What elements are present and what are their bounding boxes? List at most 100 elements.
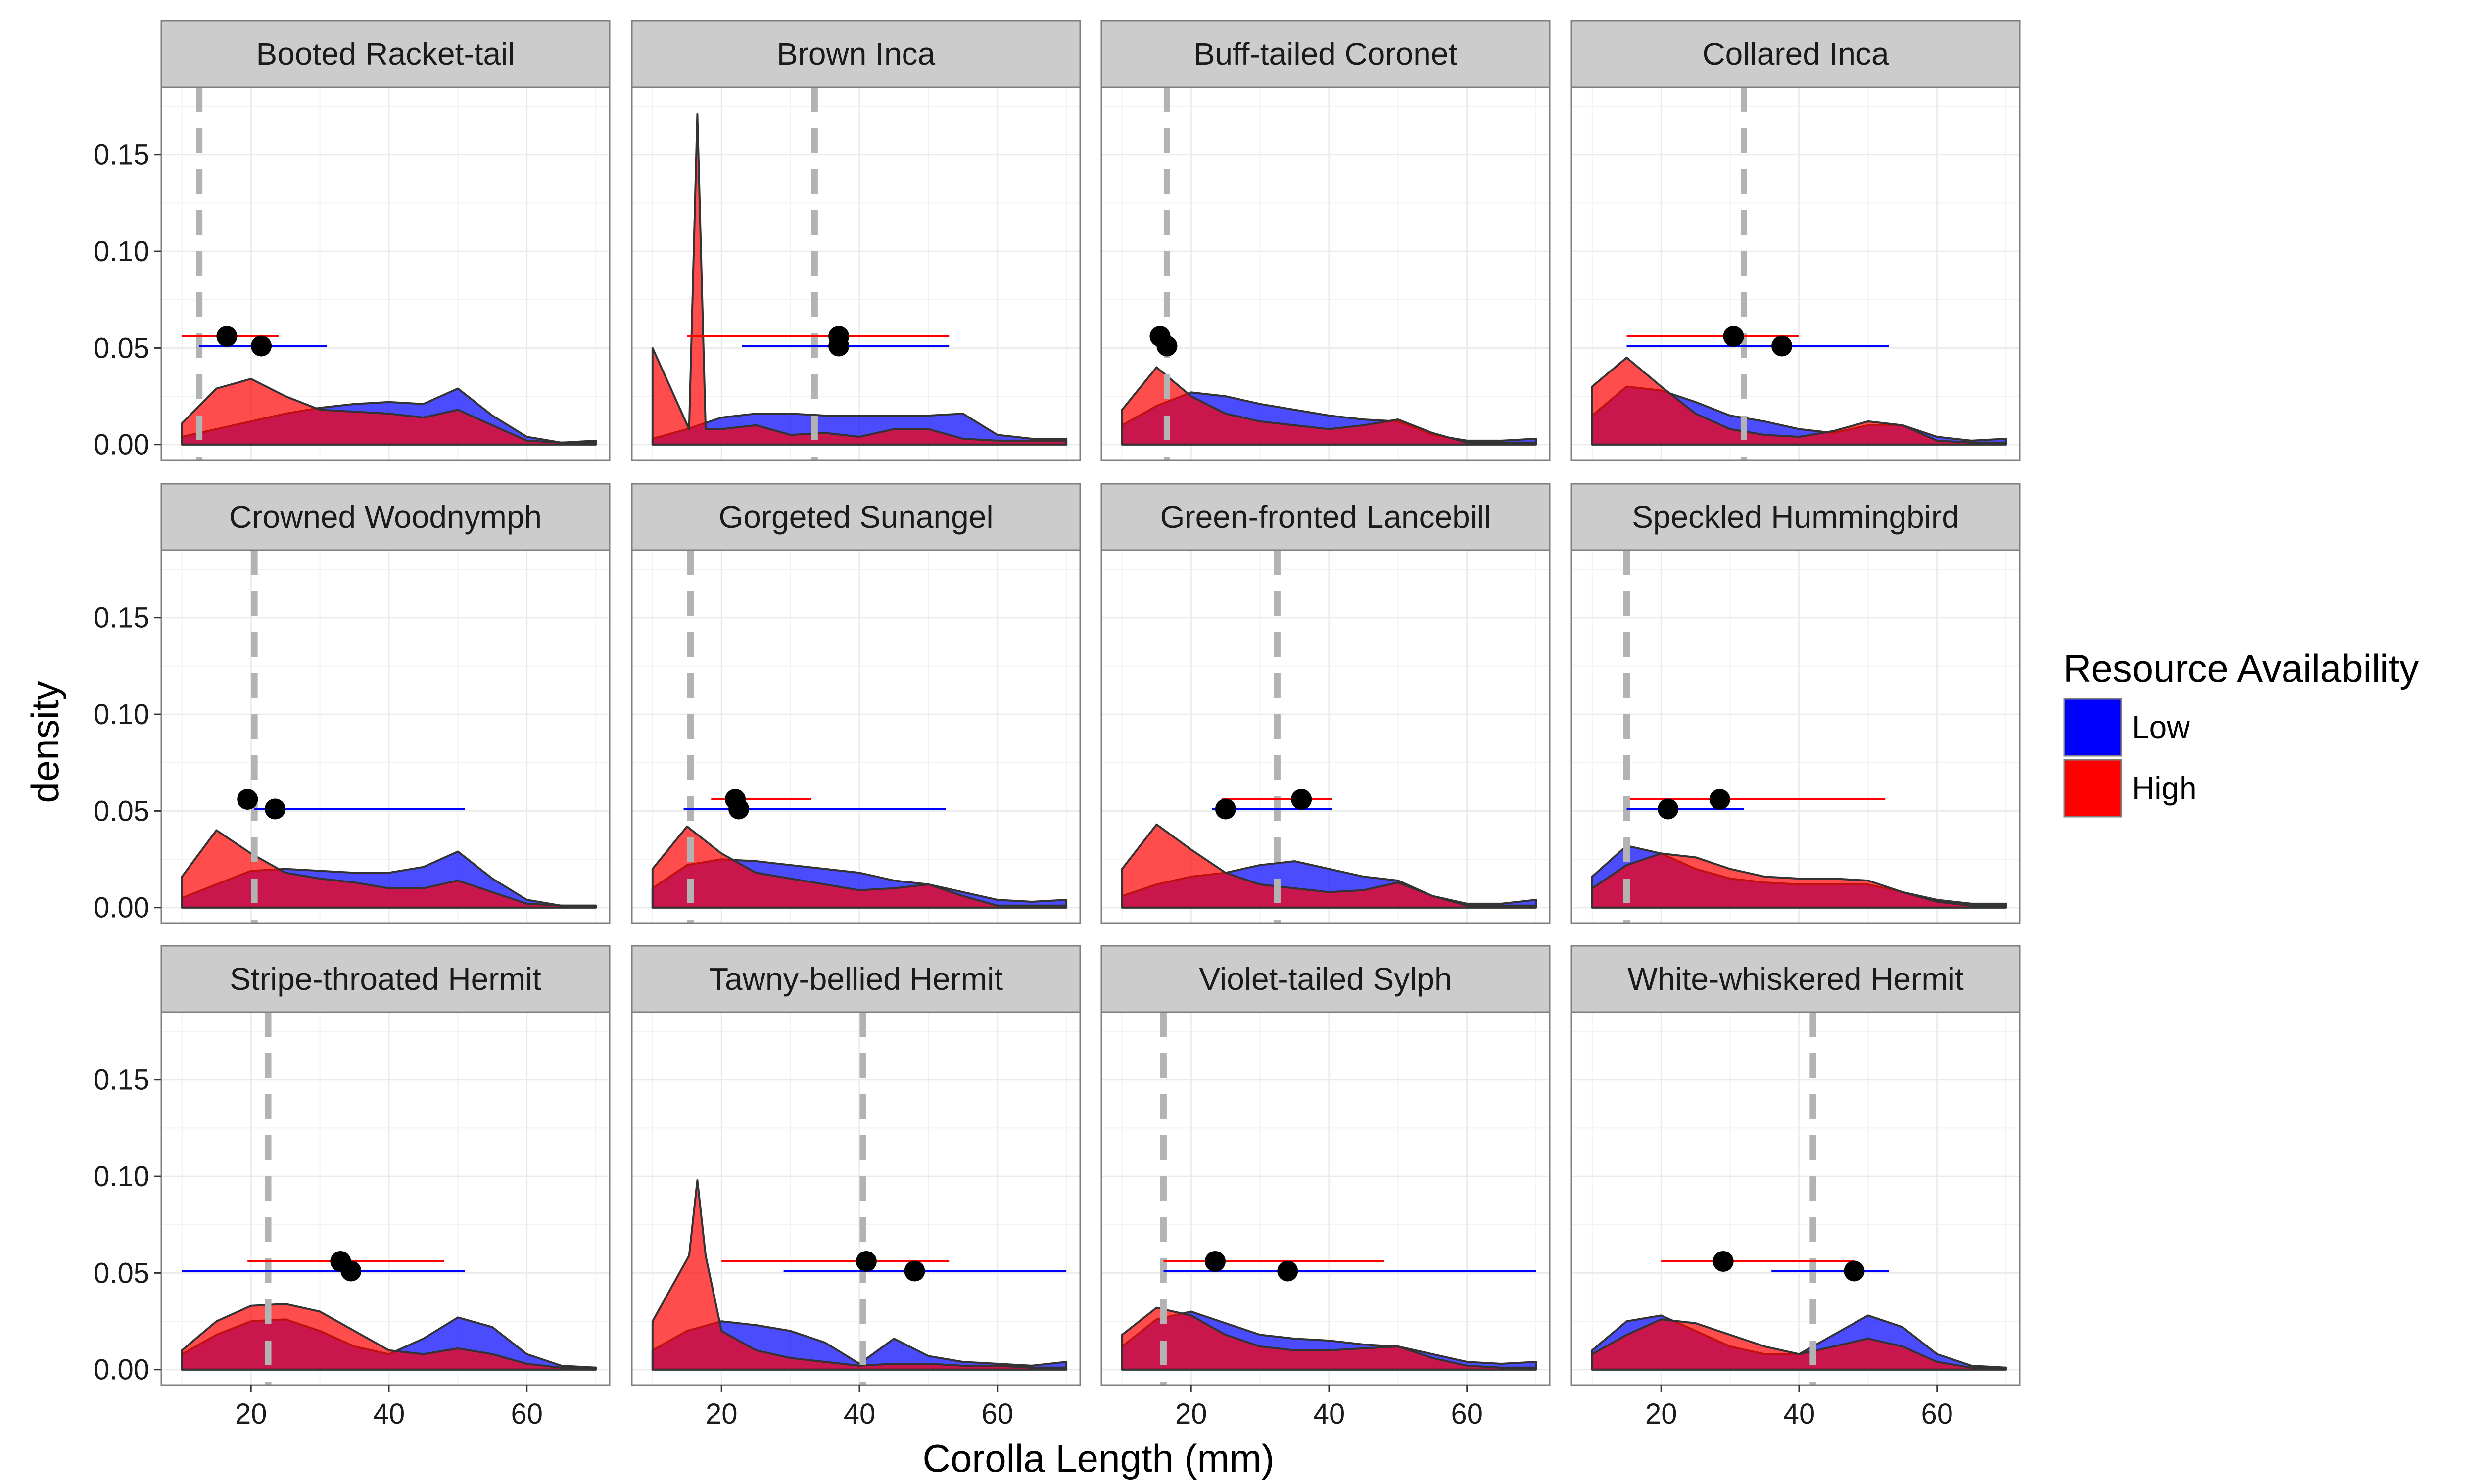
facet-strip — [1570, 20, 2021, 88]
facet-panel: Crowned Woodnymph 0.00 0.05 0.10 0.15 — [94, 483, 611, 924]
legend-key-low — [2063, 698, 2122, 757]
y-tick-label: 0.15 — [94, 1064, 149, 1096]
x-tick-label: 40 — [373, 1398, 405, 1430]
mean-point-low — [1156, 335, 1178, 357]
mean-point-high — [1713, 1251, 1734, 1272]
facet-strip-label: Green-fronted Lancebill — [1160, 499, 1491, 535]
mean-point-low — [1215, 798, 1236, 820]
facet-panel: Buff-tailed Coronet — [1100, 20, 1551, 461]
panel-border — [631, 1011, 1081, 1386]
x-tick-label: 60 — [981, 1398, 1013, 1430]
y-tick-label: 0.10 — [94, 1160, 149, 1193]
y-tick-label: 0.10 — [94, 235, 149, 268]
facet-strip — [1100, 20, 1551, 88]
panel-border — [1570, 549, 2021, 924]
density-area-high — [1591, 852, 2007, 909]
mean-point-high — [216, 325, 238, 347]
facet-panel: Stripe-throated Hermit 0.00 0.05 0.10 0.15 20… — [94, 945, 611, 1430]
density-area-high — [181, 1302, 597, 1371]
mean-point-high — [237, 788, 258, 810]
y-tick-label: 0.05 — [94, 795, 149, 827]
mean-point-low — [264, 798, 285, 820]
y-tick-label: 0.00 — [94, 429, 149, 461]
facet-strip-label: Stripe-throated Hermit — [230, 961, 541, 997]
mean-point-low — [1844, 1260, 1865, 1282]
x-tick-label: 20 — [1175, 1398, 1207, 1430]
facet-panel: Collared Inca — [1570, 20, 2021, 461]
facet-strip-label: Violet-tailed Sylph — [1199, 961, 1452, 997]
panel-border — [160, 86, 611, 461]
panel-border — [631, 549, 1081, 924]
x-tick-label: 60 — [1921, 1398, 1953, 1430]
facet-strip — [631, 20, 1081, 88]
legend: Resource Availability Low High — [2063, 647, 2419, 818]
facet-panels: Booted Racket-tail 0.00 0.05 0.10 0.15 Brown … — [94, 20, 2021, 1430]
plot-background — [632, 87, 1080, 460]
density-area-high — [181, 377, 597, 446]
y-tick-label: 0.15 — [94, 602, 149, 634]
facet-panel: Gorgeted Sunangel — [631, 483, 1081, 924]
mean-point-low — [1658, 798, 1679, 820]
facet-strip-label: Booted Racket-tail — [256, 36, 515, 72]
x-tick-label: 40 — [1313, 1398, 1345, 1430]
density-area-high — [1121, 366, 1537, 446]
y-axis-title: density — [23, 681, 67, 803]
x-tick-label: 60 — [511, 1398, 543, 1430]
facet-panel: Violet-tailed Sylph 20 40 60 — [1100, 945, 1551, 1430]
facet-strip-label: Speckled Hummingbird — [1632, 499, 1959, 535]
facet-strip — [1570, 483, 2021, 551]
facet-strip-label: Tawny-bellied Hermit — [709, 961, 1003, 997]
facet-strip — [631, 483, 1081, 551]
mean-point-low — [828, 335, 850, 357]
density-area-high — [1121, 823, 1537, 909]
y-tick-label: 0.00 — [94, 1354, 149, 1386]
panel-border — [1570, 86, 2021, 461]
facet-panel: Green-fronted Lancebill — [1100, 483, 1551, 924]
x-axis-title: Corolla Length (mm) — [923, 1437, 1275, 1480]
mean-point-high — [1709, 788, 1730, 810]
facet-strip — [160, 20, 611, 88]
facet-strip-label: Crowned Woodnymph — [229, 499, 542, 535]
x-tick-label: 20 — [1645, 1398, 1677, 1430]
facet-panel: White-whiskered Hermit 20 40 60 — [1570, 945, 2021, 1430]
facet-strip-label: Gorgeted Sunangel — [718, 499, 993, 535]
facet-strip — [160, 945, 611, 1013]
panel-border — [160, 1011, 611, 1386]
x-tick-label: 20 — [235, 1398, 267, 1430]
facet-strip — [1100, 483, 1551, 551]
panel-border — [1100, 1011, 1551, 1386]
x-tick-label: 20 — [706, 1398, 738, 1430]
panel-border — [631, 86, 1081, 461]
y-tick-label: 0.15 — [94, 139, 149, 171]
facet-strip-label: White-whiskered Hermit — [1627, 961, 1963, 997]
mean-point-high — [1204, 1251, 1226, 1272]
facet-strip — [1570, 945, 2021, 1013]
x-tick-label: 60 — [1451, 1398, 1483, 1430]
density-area-high — [1121, 1306, 1537, 1371]
legend-label-low: Low — [2132, 709, 2190, 745]
density-area-high — [1591, 1318, 2007, 1371]
facet-panel: Speckled Hummingbird — [1570, 483, 2021, 924]
facet-strip-label: Collared Inca — [1702, 36, 1889, 72]
legend-label-high: High — [2132, 770, 2197, 806]
density-area-high — [651, 1179, 1068, 1371]
density-area-high — [651, 113, 1068, 446]
facet-strip-label: Buff-tailed Coronet — [1194, 36, 1458, 72]
facet-panel: Brown Inca — [631, 20, 1081, 461]
y-tick-label: 0.10 — [94, 698, 149, 731]
mean-point-low — [251, 335, 272, 357]
mean-point-low — [1277, 1260, 1298, 1282]
x-tick-label: 40 — [844, 1398, 876, 1430]
panel-border — [1570, 1011, 2021, 1386]
y-tick-label: 0.05 — [94, 332, 149, 364]
panel-border — [1100, 549, 1551, 924]
mean-point-low — [728, 798, 750, 820]
facet-panel: Booted Racket-tail 0.00 0.05 0.10 0.15 — [94, 20, 611, 461]
mean-point-high — [1723, 325, 1744, 347]
facet-panel: Tawny-bellied Hermit 20 40 60 — [631, 945, 1081, 1430]
y-tick-label: 0.05 — [94, 1257, 149, 1289]
legend-key-high — [2063, 759, 2122, 818]
density-area-high — [651, 825, 1068, 909]
panel-border — [1100, 86, 1551, 461]
